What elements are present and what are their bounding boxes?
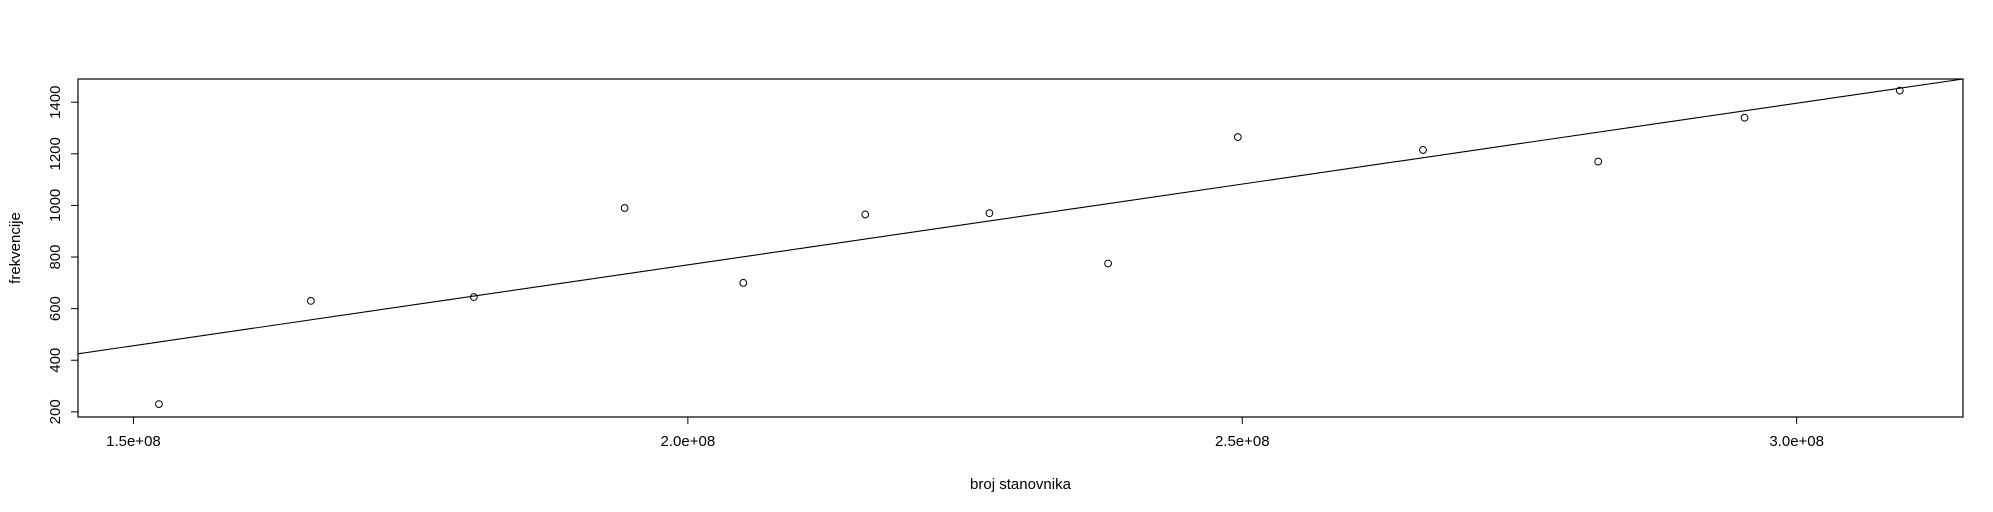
x-axis: 1.5e+08 2.0e+08 2.5e+08 3.0e+08	[106, 416, 1824, 450]
data-point	[306, 296, 315, 305]
x-tick-label: 3.0e+08	[1769, 433, 1824, 450]
data-point	[739, 278, 748, 287]
y-tick-label: 200	[47, 399, 64, 424]
data-point	[620, 204, 629, 212]
y-axis-title: frekvencije	[7, 212, 24, 284]
x-tick-label: 2.5e+08	[1215, 433, 1270, 450]
data-point	[1740, 113, 1749, 122]
y-tick-label: 1000	[47, 189, 64, 222]
data-point	[1419, 146, 1427, 154]
data-point	[1233, 133, 1242, 141]
y-tick-label: 1200	[47, 137, 64, 170]
data-point	[1594, 157, 1603, 166]
y-tick-label: 800	[47, 245, 64, 270]
x-tick-label: 2.0e+08	[661, 433, 716, 450]
data-point	[985, 209, 994, 218]
regression-line-group	[77, 78, 1964, 355]
data-points	[155, 86, 1904, 408]
y-tick-label: 1400	[47, 86, 64, 119]
data-point	[861, 210, 870, 219]
data-point	[1895, 86, 1904, 95]
data-point	[469, 293, 478, 301]
data-point	[1104, 259, 1112, 268]
y-axis: 200 400 600 800 1000 1200 1400	[47, 86, 79, 424]
y-tick-label: 400	[47, 348, 64, 373]
plot-frame	[77, 78, 1964, 418]
regression-line	[77, 78, 1964, 355]
x-axis-title: broj stanovnika	[970, 476, 1072, 493]
y-tick-label: 600	[47, 296, 64, 321]
x-tick-label: 1.5e+08	[106, 433, 161, 450]
data-point	[155, 400, 163, 408]
